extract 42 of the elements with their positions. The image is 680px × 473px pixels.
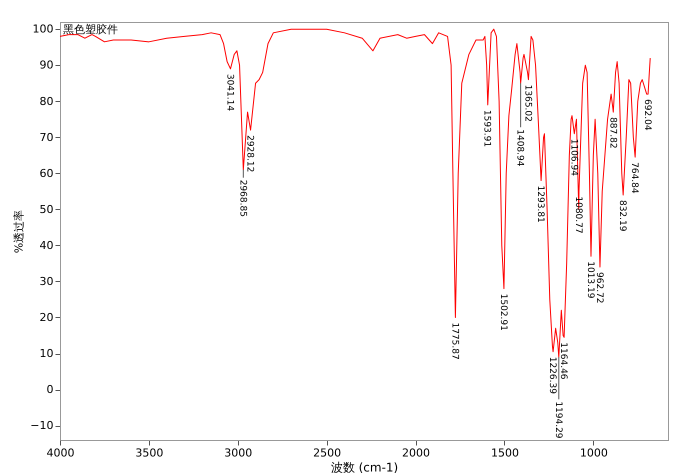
annotation: 1502.91 [498,294,508,331]
y-tick-label: 50 [40,202,54,216]
annotation: 887.82 [607,117,618,149]
y-tick-label: 80 [40,94,54,108]
annotation: 2968.85 [237,180,248,217]
y-tick-label: 0 [46,383,54,396]
annotation: 962.72 [594,272,604,304]
x-tick-label: 2000 [402,446,430,460]
annotation: 1080.77 [572,196,583,234]
y-tick-label: 10 [40,347,54,360]
annotation: 1106.94 [568,138,578,176]
y-tick-label: 20 [40,310,54,324]
annotation: 1293.81 [535,186,546,223]
x-tick-label: 1000 [580,446,608,460]
x-tick-label: 2500 [313,446,342,460]
annotation: 1775.87 [449,322,460,360]
annotation: 1226.39 [547,356,558,394]
annotation: 黑色塑胶件 [63,23,118,36]
y-tick-label: 70 [40,130,54,144]
annotation: 1408.94 [514,129,525,167]
annotation: 764.84 [629,162,640,194]
x-tick-label: 1500 [490,446,519,460]
x-axis-title: 波数 (cm-1) [330,460,398,473]
x-tick-label: 3000 [224,446,252,460]
y-tick-label: 90 [40,58,54,72]
x-tick-label: 4000 [46,446,74,460]
y-tick-label: 60 [40,166,54,180]
annotation: 1593.91 [482,110,492,148]
annotation: 1164.46 [558,342,568,380]
annotation: 1365.02 [522,84,532,122]
annotation: 832.19 [617,200,628,232]
y-axis-title: %透过率 [12,210,26,254]
y-tick-label: −10 [30,419,54,432]
y-tick-label: 100 [32,22,54,36]
annotation: 1013.19 [584,261,595,299]
y-tick-label: 30 [40,274,54,288]
annotation: 692.04 [642,99,652,131]
y-tick-label: 40 [40,238,54,252]
x-tick-label: 3500 [135,446,164,460]
annotation: 1194.29 [552,401,563,439]
annotation: 3041.14 [224,74,234,112]
annotation: 2928.12 [244,135,255,172]
